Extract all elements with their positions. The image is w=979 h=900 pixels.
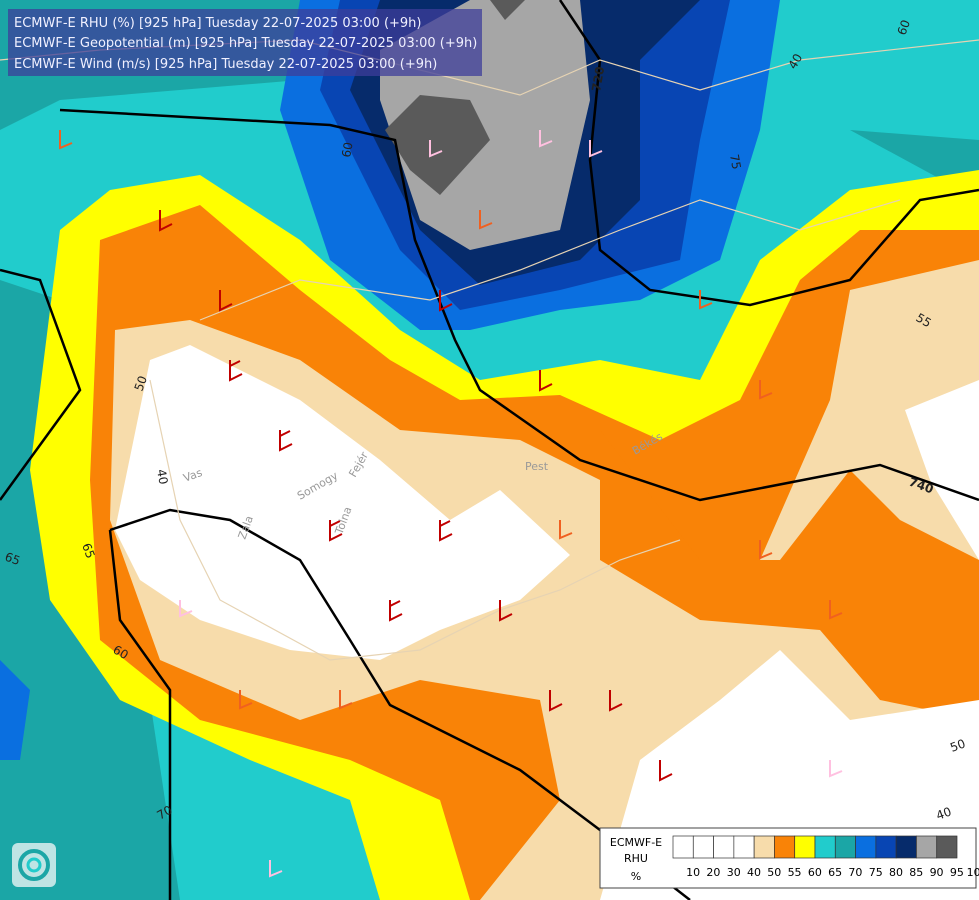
contour-label: 70 <box>155 803 175 823</box>
legend-swatch <box>733 835 755 859</box>
legend-level: 30 <box>727 866 741 879</box>
legend-level: 10 <box>686 866 700 879</box>
contour-label: 60 <box>895 18 913 37</box>
legend-title: RHU <box>624 852 648 865</box>
legend-level: 75 <box>869 866 883 879</box>
legend-swatch <box>774 835 796 859</box>
legend-level: 65 <box>828 866 842 879</box>
header-line: ECMWF-E Geopotential (m) [925 hPa] Tuesd… <box>14 36 477 51</box>
legend-swatch <box>855 835 877 859</box>
legend-swatch <box>936 835 958 859</box>
legend-level: 80 <box>889 866 903 879</box>
legend-swatch <box>895 835 917 859</box>
contour-label: 65 <box>3 550 22 568</box>
legend-swatch <box>916 835 938 859</box>
legend-level: 50 <box>767 866 781 879</box>
contour-label: 75 <box>727 153 743 170</box>
legend-swatch <box>875 835 897 859</box>
legend-swatch <box>834 835 856 859</box>
legend-swatch <box>672 835 694 859</box>
legend-level: 60 <box>808 866 822 879</box>
header-line: ECMWF-E Wind (m/s) [925 hPa] Tuesday 22-… <box>14 57 437 72</box>
legend-title: ECMWF-E <box>610 836 662 849</box>
contour-label: 40 <box>154 468 170 485</box>
contour-label: 720 <box>589 65 607 92</box>
legend-title: % <box>631 870 641 883</box>
legend-level: 55 <box>788 866 802 879</box>
contour-label: 60 <box>111 642 131 662</box>
contour-label: 50 <box>132 374 150 393</box>
legend-swatch <box>713 835 735 859</box>
legend-level: 85 <box>909 866 923 879</box>
header-line: ECMWF-E RHU (%) [925 hPa] Tuesday 22-07-… <box>14 16 422 31</box>
legend-level: 95 <box>950 866 964 879</box>
legend-level: 100 <box>967 866 979 879</box>
contour-label: 40 <box>934 804 953 822</box>
legend-level: 20 <box>706 866 720 879</box>
contour-label: 50 <box>948 736 967 754</box>
contour-label: 55 <box>914 310 934 330</box>
logo <box>12 843 56 887</box>
legend-swatch <box>814 835 836 859</box>
legend-swatch <box>794 835 816 859</box>
legend-level: 90 <box>930 866 944 879</box>
legend-swatch <box>753 835 775 859</box>
contour-label: 60 <box>339 141 355 158</box>
place-name: Pest <box>525 460 549 473</box>
legend-level: 70 <box>848 866 862 879</box>
legend-swatch <box>692 835 714 859</box>
legend-level: 40 <box>747 866 761 879</box>
wind-barbs <box>59 130 843 878</box>
legend: ECMWF-E RHU % 10 20 30 40 50 55 60 65 70 75 80 85 90… <box>599 827 979 889</box>
contour-label: 40 <box>785 51 805 71</box>
place-name: Vas <box>182 466 205 485</box>
header: ECMWF-E RHU (%) [925 hPa] Tuesday 22-07-… <box>8 9 482 76</box>
contour-label: 65 <box>79 541 97 560</box>
